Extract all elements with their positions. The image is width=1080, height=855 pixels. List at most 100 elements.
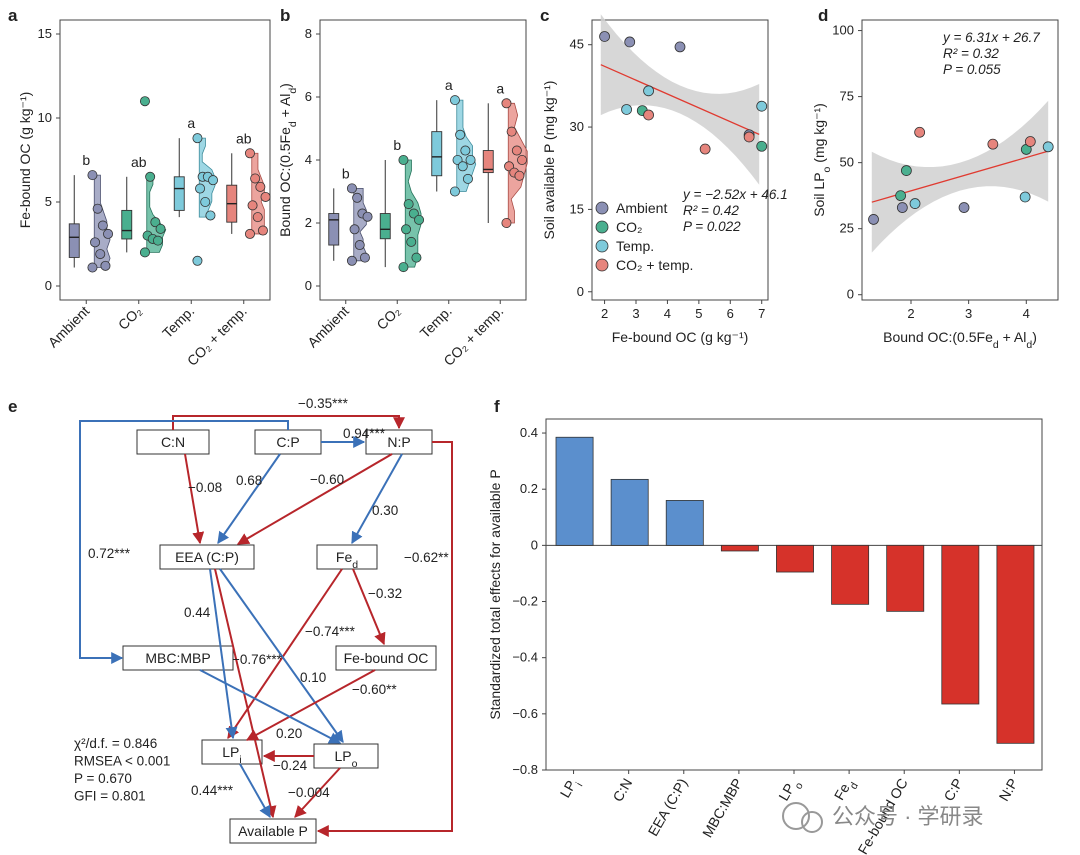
data-point bbox=[643, 109, 654, 121]
data-point bbox=[896, 202, 908, 213]
y-tick-label: 5 bbox=[45, 194, 52, 209]
data-point bbox=[958, 202, 970, 213]
data-point bbox=[139, 247, 150, 258]
sig-letter-2: a bbox=[187, 115, 195, 131]
panel-label-b: b bbox=[280, 6, 290, 25]
data-point bbox=[252, 212, 263, 223]
data-point bbox=[100, 260, 111, 271]
path-edge bbox=[351, 453, 403, 545]
data-point bbox=[501, 98, 512, 109]
model-fit-stat-2: P = 0.670 bbox=[74, 771, 132, 786]
panel-f: f −0.8 −0.6 −0.4 −0.2 0 0.2 0.4 LPi C:N EEA (C:P) M… bbox=[487, 397, 1043, 855]
box-1 bbox=[121, 209, 133, 240]
y-tick-label: 2 bbox=[305, 215, 312, 230]
data-point bbox=[398, 262, 409, 273]
path-coefficient-2: −0.08 bbox=[188, 480, 222, 495]
sig-letter-1: ab bbox=[131, 154, 147, 170]
node-label-5: MBC:MBP bbox=[145, 650, 210, 666]
box-3 bbox=[482, 150, 494, 174]
path-coefficient-1: −0.35*** bbox=[298, 396, 349, 411]
panel-d: d 2 3 4 0 25 50 75 100 y = 6.31x + 26.7R² = 0.32P… bbox=[811, 6, 1059, 351]
x-tick-label-2: Temp. bbox=[417, 303, 455, 341]
data-point bbox=[145, 171, 156, 182]
x-axis-title: Bound OC:(0.5Fed + Ald) bbox=[883, 329, 1037, 351]
node-label-2: N:P bbox=[387, 434, 410, 450]
node-label-6: Fe-bound OC bbox=[344, 650, 429, 666]
panel-label-e: e bbox=[8, 397, 17, 416]
watermark-text: 公众号 · 学研录 bbox=[832, 804, 984, 829]
x-tick-label: 4 bbox=[1023, 306, 1030, 321]
data-point bbox=[462, 173, 473, 184]
data-point bbox=[506, 126, 517, 137]
data-point bbox=[346, 183, 357, 194]
data-point bbox=[624, 36, 636, 48]
x-tick-label: 6 bbox=[727, 306, 734, 321]
x-tick-label: 7 bbox=[758, 306, 765, 321]
data-point bbox=[909, 198, 921, 209]
data-point bbox=[674, 41, 686, 53]
data-point bbox=[743, 131, 755, 143]
y-tick-label: 15 bbox=[570, 201, 584, 216]
data-point bbox=[208, 175, 219, 186]
data-point bbox=[150, 217, 161, 228]
bar-0 bbox=[555, 436, 594, 546]
x-tick-label: 2 bbox=[601, 306, 608, 321]
data-point bbox=[699, 143, 711, 155]
path-coefficient-15: −0.24 bbox=[273, 758, 308, 773]
y-tick-label: 0.2 bbox=[520, 481, 538, 496]
bar-7 bbox=[941, 544, 980, 705]
data-point bbox=[247, 200, 258, 211]
y-tick-label: 0 bbox=[305, 278, 312, 293]
data-point bbox=[97, 220, 108, 231]
data-point bbox=[362, 211, 373, 222]
panel-label-d: d bbox=[818, 6, 828, 25]
bar-1 bbox=[610, 478, 649, 546]
x-tick-label-1: C:N bbox=[609, 776, 635, 805]
path-edge bbox=[79, 420, 289, 664]
sig-letter-2: a bbox=[445, 77, 453, 93]
path-edge bbox=[219, 568, 344, 743]
sig-letter-1: b bbox=[393, 137, 401, 153]
path-edge bbox=[245, 669, 376, 741]
path-coefficient-16: 0.44*** bbox=[191, 783, 234, 798]
x-tick-label-0: Ambient bbox=[45, 303, 93, 351]
path-coefficient-3: 0.68 bbox=[236, 473, 262, 488]
y-tick-label: 6 bbox=[305, 89, 312, 104]
legend-label-0: Ambient bbox=[616, 200, 667, 216]
legend-marker-0 bbox=[595, 201, 609, 215]
data-point bbox=[90, 237, 101, 248]
data-point bbox=[401, 224, 412, 235]
x-tick-label-1: CO₂ bbox=[115, 303, 145, 333]
plot-frame bbox=[59, 19, 271, 301]
sig-letter-0: b bbox=[342, 165, 350, 181]
y-tick-label: 100 bbox=[832, 23, 854, 38]
y-tick-label: −0.8 bbox=[512, 762, 538, 777]
path-coefficient-17: −0.004 bbox=[288, 785, 330, 800]
data-point bbox=[346, 255, 357, 266]
data-point bbox=[354, 240, 365, 251]
y-tick-label: 30 bbox=[570, 119, 584, 134]
path-coefficient-9: −0.74*** bbox=[305, 624, 356, 639]
data-point bbox=[643, 85, 654, 97]
y-tick-label: 8 bbox=[305, 26, 312, 41]
path-coefficient-8: −0.32 bbox=[368, 586, 402, 601]
regression-stat-2: P = 0.022 bbox=[683, 219, 741, 234]
bar-8 bbox=[996, 544, 1035, 744]
bar-2 bbox=[665, 500, 704, 546]
y-tick-label: 10 bbox=[38, 110, 52, 125]
path-coefficient-13: −0.60** bbox=[352, 682, 397, 697]
legend-marker-2 bbox=[595, 239, 609, 253]
data-point bbox=[95, 249, 106, 260]
data-point bbox=[139, 96, 150, 107]
regression-stat-0: y = −2.52x + 46.1 bbox=[682, 187, 788, 202]
path-coefficient-12: 0.10 bbox=[300, 670, 326, 685]
y-tick-label: 0 bbox=[847, 287, 854, 302]
data-point bbox=[152, 235, 163, 246]
path-edge bbox=[239, 763, 271, 819]
y-tick-label: −0.6 bbox=[512, 706, 538, 721]
plot-frame bbox=[861, 19, 1059, 301]
box-1 bbox=[379, 213, 391, 240]
data-point bbox=[460, 145, 471, 156]
node-box bbox=[316, 544, 378, 570]
